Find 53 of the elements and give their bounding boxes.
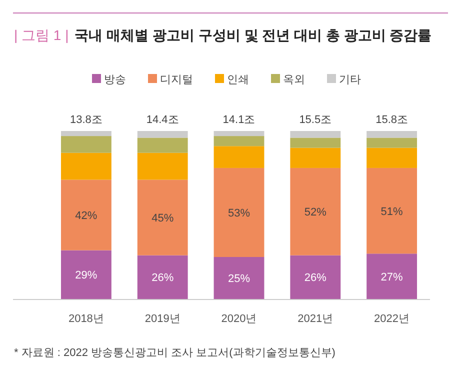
- bar: [366, 138, 418, 148]
- annotation: 15.8조: [376, 114, 408, 126]
- data-label: 26%: [304, 272, 327, 284]
- annotation: 15.5조: [299, 114, 332, 126]
- bar: [214, 168, 264, 257]
- x-tick-label: 2019년: [144, 313, 180, 325]
- data-label: 29%: [75, 270, 98, 282]
- bar: [137, 138, 188, 153]
- bar: [290, 138, 341, 148]
- bar: [214, 257, 264, 299]
- bar: [60, 136, 112, 153]
- x-tick-label: 2021년: [298, 313, 334, 325]
- legend-label: 디지털: [160, 74, 193, 86]
- text: | 그림 1 |: [14, 27, 69, 43]
- bar: [60, 250, 112, 299]
- data-label: 52%: [304, 206, 327, 219]
- bar: [214, 136, 264, 146]
- data-label: 27%: [380, 271, 404, 284]
- x-tick-label: 2022년: [374, 313, 410, 325]
- legend-label: 옥외: [283, 74, 305, 86]
- bar: [366, 254, 418, 299]
- data-label: 25%: [228, 273, 250, 285]
- bar: [214, 146, 264, 168]
- bar: [137, 131, 188, 138]
- bar: [366, 131, 418, 138]
- bar: [290, 131, 341, 138]
- bar: [290, 255, 341, 299]
- bar: [214, 131, 264, 136]
- bar: [60, 131, 112, 136]
- annotation: 13.8조: [70, 114, 102, 126]
- chart-title: 국내 매체별 광고비 구성비 및 전년 대비 총 광고비 증감률: [74, 27, 432, 43]
- bar: [137, 255, 188, 299]
- bar: [137, 152, 188, 180]
- data-label: 53%: [228, 207, 250, 220]
- data-label: 45%: [152, 212, 174, 225]
- legend-label: 방송: [104, 74, 126, 86]
- annotation: 14.4조: [146, 114, 179, 126]
- data-label: 42%: [75, 210, 98, 222]
- x-tick-label: 2018년: [68, 313, 104, 325]
- legend-label: 인쇄: [227, 74, 249, 86]
- x-tick-label: 2020년: [221, 313, 257, 325]
- data-label: 51%: [380, 206, 404, 218]
- bar: [137, 180, 188, 256]
- legend-label: 기타: [339, 74, 361, 86]
- bar: [290, 148, 341, 168]
- bar: [366, 148, 418, 168]
- bar: [366, 168, 418, 254]
- text: * 자료원 : 2022 방송통신광고비 조사 보고서(과학기술정보통신부): [14, 347, 336, 359]
- data-label: 26%: [152, 272, 174, 284]
- annotation: 14.1조: [222, 114, 256, 126]
- bar: [60, 180, 112, 250]
- bar: [290, 168, 341, 256]
- bar: [60, 152, 112, 180]
